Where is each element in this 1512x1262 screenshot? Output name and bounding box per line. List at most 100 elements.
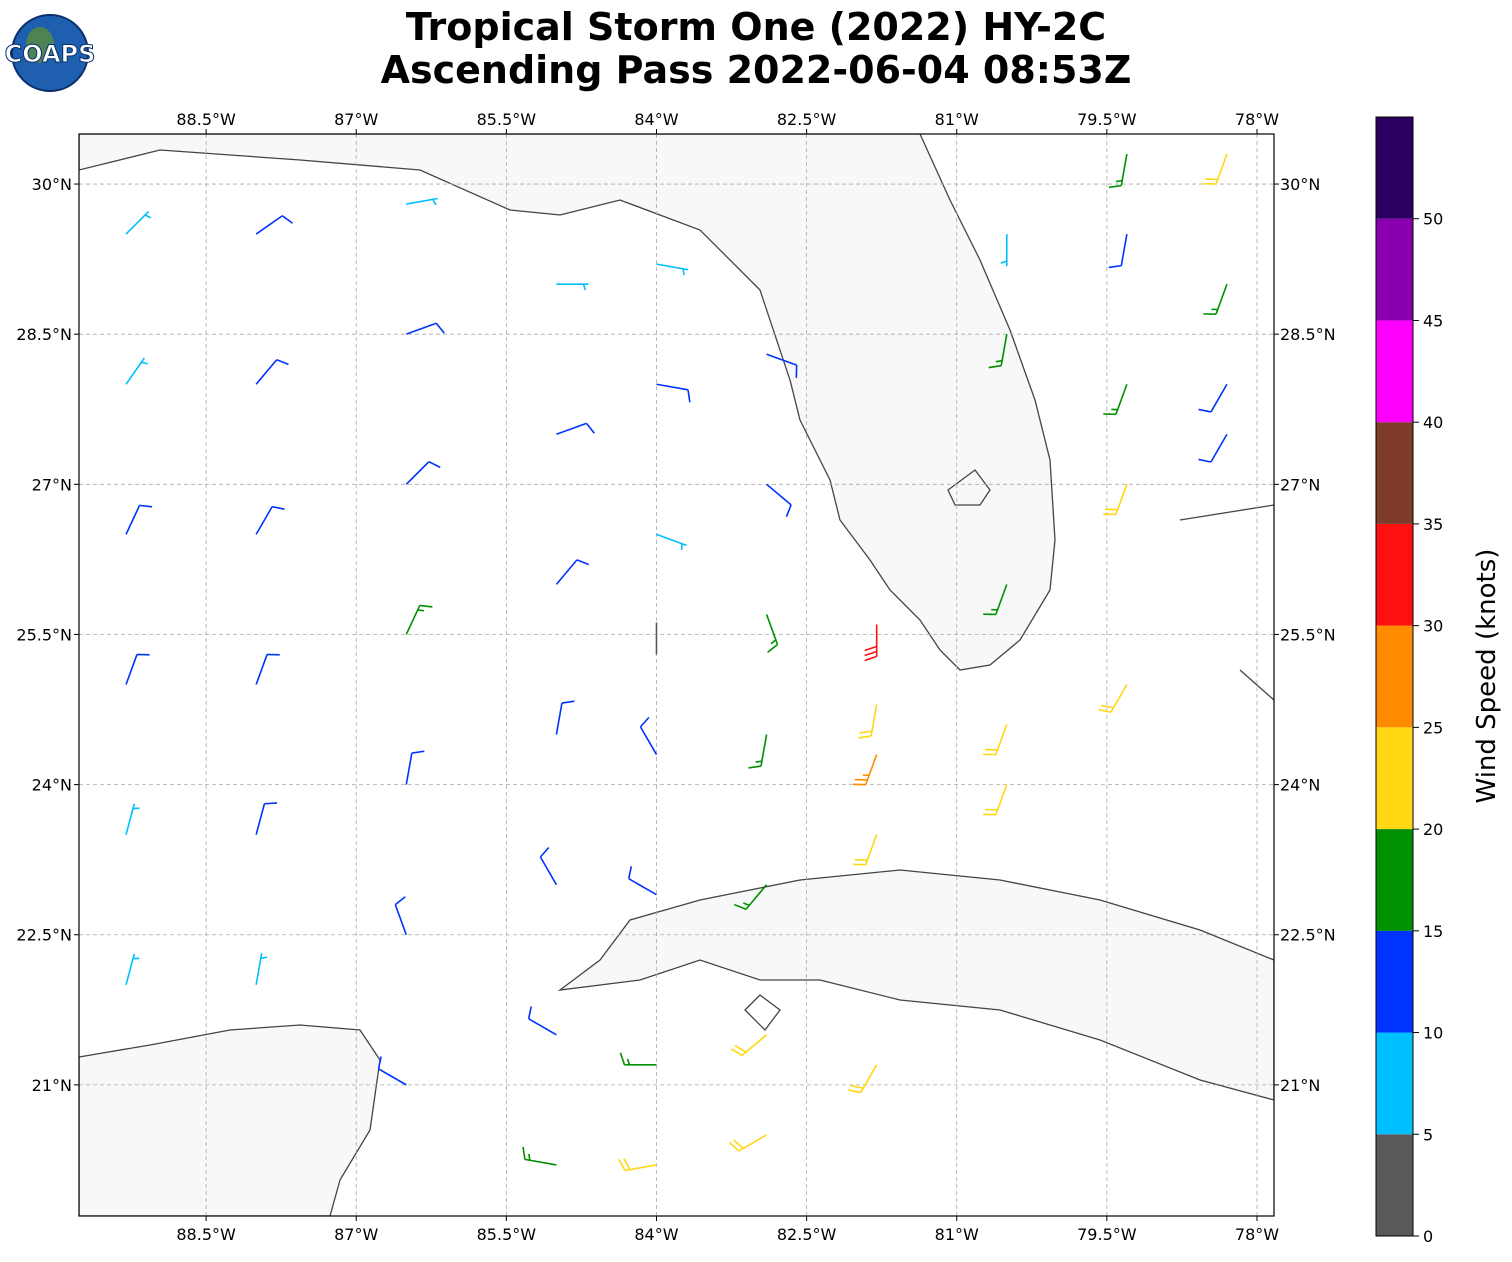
wind-barb: [627, 866, 657, 896]
wind-barb: [377, 1056, 407, 1086]
colorbar-tick-label: 35: [1423, 515, 1443, 534]
colorbar: 0 5 10 15 20 25 30 35 40 45 50: [1375, 116, 1443, 1246]
wind-barb: [983, 724, 1008, 756]
wind-barb: [656, 533, 687, 550]
colorbar-tick-label: 0: [1423, 1227, 1433, 1246]
wind-barb: [639, 716, 658, 755]
wind-barb: [522, 1146, 557, 1166]
wind-barb: [864, 624, 878, 662]
wind-barb: [1198, 383, 1228, 413]
y-tick-label: 27°N: [1280, 475, 1320, 494]
wind-barb: [733, 884, 768, 910]
colorbar-bin: [1376, 1134, 1413, 1236]
colorbar-tick-label: 20: [1423, 820, 1443, 839]
wind-barb: [555, 559, 590, 585]
wind-barb: [656, 383, 691, 403]
wind-barb: [848, 1064, 878, 1094]
wind-barb: [255, 802, 278, 835]
grid: 88.5°W 88.5°W 87°W 87°W 85.5°W 85.5°W 84°W 84°W…: [16, 110, 1335, 1244]
x-tick-label: 85.5°W: [477, 1225, 537, 1244]
wind-barb: [988, 334, 1008, 369]
x-tick-label: 87°W: [334, 110, 378, 129]
colorbar-tick-label: 25: [1423, 718, 1443, 737]
x-tick-label: 78°W: [1235, 1225, 1279, 1244]
wind-barb: [853, 754, 878, 786]
y-tick-label: 30°N: [1280, 175, 1320, 194]
y-tick-label: 25.5°N: [1280, 625, 1336, 644]
wind-barb: [766, 353, 798, 378]
wind-barb: [748, 734, 768, 769]
x-tick-label: 79.5°W: [1077, 1225, 1137, 1244]
colorbar-bin: [1376, 523, 1413, 626]
colorbar-tick-label: 5: [1423, 1125, 1433, 1144]
wind-barb: [125, 357, 148, 385]
colorbar-bin: [1376, 320, 1413, 423]
wind-barbs: [125, 153, 1228, 1172]
x-tick-label: 78°W: [1235, 110, 1279, 129]
colorbar-bin: [1376, 625, 1413, 728]
logo-text: COAPS: [5, 40, 96, 68]
y-tick-label: 27°N: [32, 475, 72, 494]
wind-barb: [255, 358, 289, 385]
wind-barb: [1108, 233, 1128, 269]
x-tick-label: 81°W: [935, 1225, 979, 1244]
wind-barb: [728, 1134, 767, 1152]
x-tick-label: 79.5°W: [1077, 110, 1137, 129]
y-tick-label: 28.5°N: [16, 325, 72, 344]
wind-barb: [556, 422, 595, 436]
colorbar-bin: [1376, 218, 1413, 321]
wind-barb: [255, 953, 268, 985]
wind-barb: [1000, 234, 1008, 267]
x-tick-label: 82.5°W: [777, 1225, 837, 1244]
wind-barb: [405, 750, 425, 785]
wind-barb: [1098, 684, 1128, 714]
wind-barb: [125, 653, 150, 685]
wind-barb: [125, 953, 140, 985]
wind-barb: [405, 604, 433, 635]
x-tick-label: 88.5°W: [176, 1225, 236, 1244]
wind-barb: [1203, 283, 1228, 316]
colorbar-bin: [1376, 930, 1413, 1033]
wind-barb: [125, 803, 140, 835]
wind-barb: [539, 846, 558, 886]
x-tick-label: 87°W: [334, 1225, 378, 1244]
y-tick-label: 28.5°N: [1280, 325, 1336, 344]
wind-barb: [1198, 433, 1228, 463]
wind-barb: [555, 700, 575, 735]
wind-barb: [556, 283, 589, 291]
wind-barb: [766, 483, 792, 517]
wind-barb: [1203, 153, 1228, 185]
wind-barb: [125, 504, 153, 535]
x-tick-label: 84°W: [634, 1225, 678, 1244]
colorbar-tick-label: 10: [1423, 1024, 1443, 1043]
y-tick-label: 21°N: [32, 1076, 72, 1095]
y-tick-label: 30°N: [32, 175, 72, 194]
colorbar-bin: [1376, 1032, 1413, 1135]
colorbar-tick-label: 50: [1423, 210, 1443, 229]
wind-barb: [406, 197, 438, 206]
logo: COAPS: [4, 14, 96, 92]
x-tick-label: 81°W: [935, 110, 979, 129]
colorbar-bin: [1376, 727, 1413, 830]
y-tick-label: 21°N: [1280, 1076, 1320, 1095]
wind-barb: [619, 1052, 657, 1066]
wind-barb: [125, 210, 152, 235]
wind-barb: [394, 896, 408, 936]
x-tick-label: 84°W: [634, 110, 678, 129]
wind-barb: [983, 584, 1008, 616]
wind-barb: [656, 263, 689, 276]
wind-barb: [406, 322, 445, 335]
wind-barb: [255, 505, 285, 535]
title: Tropical Storm One (2022) HY-2C: [406, 5, 1106, 49]
wind-barb: [853, 834, 878, 866]
wind-barb: [765, 614, 779, 654]
x-tick-label: 82.5°W: [777, 110, 837, 129]
colorbar-tick-label: 15: [1423, 922, 1443, 941]
wind-barb: [1103, 484, 1128, 516]
wind-barb: [1108, 153, 1128, 189]
y-tick-label: 24°N: [1280, 776, 1320, 795]
wind-barb: [255, 215, 293, 235]
colorbar-bin: [1376, 829, 1413, 931]
wind-barb: [730, 1034, 768, 1057]
